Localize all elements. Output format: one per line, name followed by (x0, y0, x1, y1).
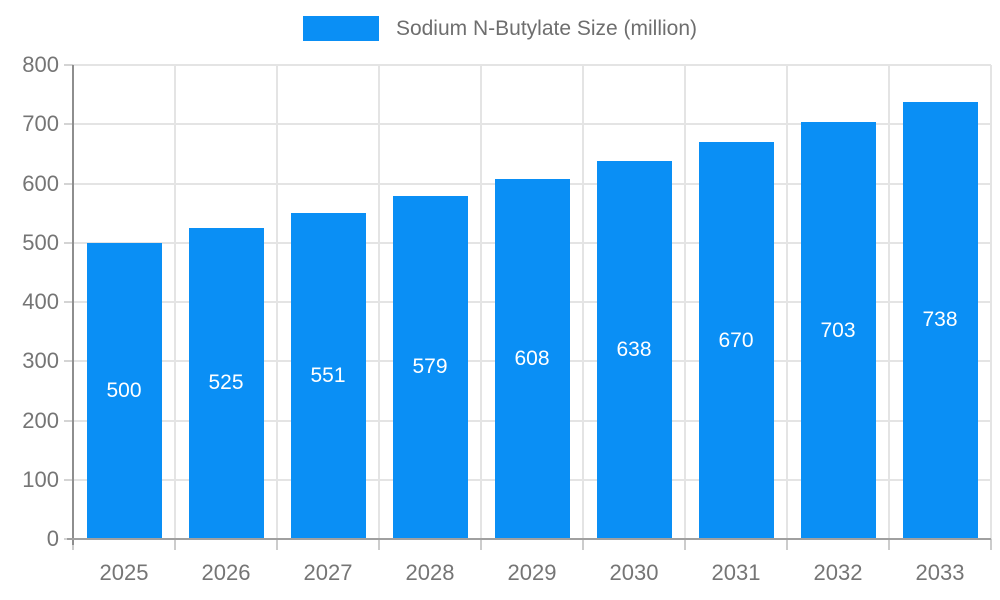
bar-value-label: 738 (922, 308, 958, 332)
x-axis-tick-label: 2028 (405, 560, 455, 585)
x-tick (888, 539, 890, 550)
x-gridline (480, 65, 482, 539)
y-axis-tick-label: 200 (22, 407, 59, 433)
y-axis-tick-label: 700 (22, 111, 59, 137)
x-tick (276, 539, 278, 550)
x-axis-tick-label: 2033 (915, 560, 965, 585)
x-axis-tick-label: 2025 (99, 560, 149, 585)
x-gridline (888, 65, 890, 539)
x-axis-tick-label: 2027 (303, 560, 353, 585)
y-axis-line (72, 65, 74, 545)
x-tick (990, 539, 992, 550)
y-axis-tick-label: 500 (22, 229, 59, 255)
bar-2030 (596, 160, 672, 539)
bar-value-label: 579 (412, 355, 448, 379)
y-axis-tick-label: 100 (22, 466, 59, 492)
x-axis-tick-label: 2026 (201, 560, 251, 585)
chart-legend: Sodium N-Butylate Size (million) (0, 16, 1000, 41)
x-tick (582, 539, 584, 550)
bar-value-label: 551 (310, 363, 346, 387)
x-tick (378, 539, 380, 550)
bar-2026 (188, 227, 264, 539)
bar-value-label: 638 (616, 337, 652, 361)
bar-value-label: 670 (718, 328, 754, 352)
x-axis-tick-label: 2029 (507, 560, 557, 585)
y-tick (64, 123, 73, 126)
legend-swatch (302, 16, 379, 41)
x-axis-tick-label: 2031 (711, 560, 761, 585)
bar-value-label: 608 (514, 346, 550, 370)
x-gridline (990, 65, 992, 539)
x-tick (786, 539, 788, 550)
bar-2028 (392, 195, 468, 539)
bar-value-label: 525 (208, 371, 244, 395)
bar-2032 (800, 122, 876, 539)
y-axis-tick-label: 400 (22, 289, 59, 314)
x-gridline (174, 65, 176, 539)
y-tick (64, 241, 73, 244)
x-tick (684, 539, 686, 550)
bar-2033 (902, 101, 978, 539)
x-tick (174, 539, 176, 550)
x-axis-line (67, 538, 991, 540)
y-tick (64, 419, 73, 422)
y-gridline (73, 64, 991, 66)
y-axis-tick-label: 0 (46, 526, 59, 551)
bar-2025 (86, 242, 162, 539)
y-tick (64, 301, 73, 303)
bar-value-label: 703 (820, 318, 856, 342)
y-tick (64, 360, 73, 363)
bar-2031 (698, 142, 774, 539)
x-gridline (582, 65, 584, 539)
y-tick (64, 478, 73, 481)
x-gridline (378, 65, 380, 539)
legend-label: Sodium N-Butylate Size (million) (395, 16, 698, 40)
x-axis-tick-label: 2030 (609, 560, 659, 585)
y-axis-tick-label: 800 (22, 52, 59, 77)
x-gridline (276, 65, 278, 539)
bar-2027 (290, 212, 366, 539)
y-tick (64, 182, 73, 185)
x-tick (480, 539, 482, 550)
x-axis-tick-label: 2032 (813, 560, 863, 585)
y-gridline (73, 123, 991, 126)
y-axis-tick-label: 300 (22, 348, 59, 374)
y-tick (64, 64, 73, 66)
x-gridline (786, 65, 788, 539)
x-gridline (684, 65, 686, 539)
bar-value-label: 500 (106, 378, 142, 402)
bar-2029 (494, 178, 570, 539)
y-axis-tick-label: 600 (22, 170, 59, 196)
